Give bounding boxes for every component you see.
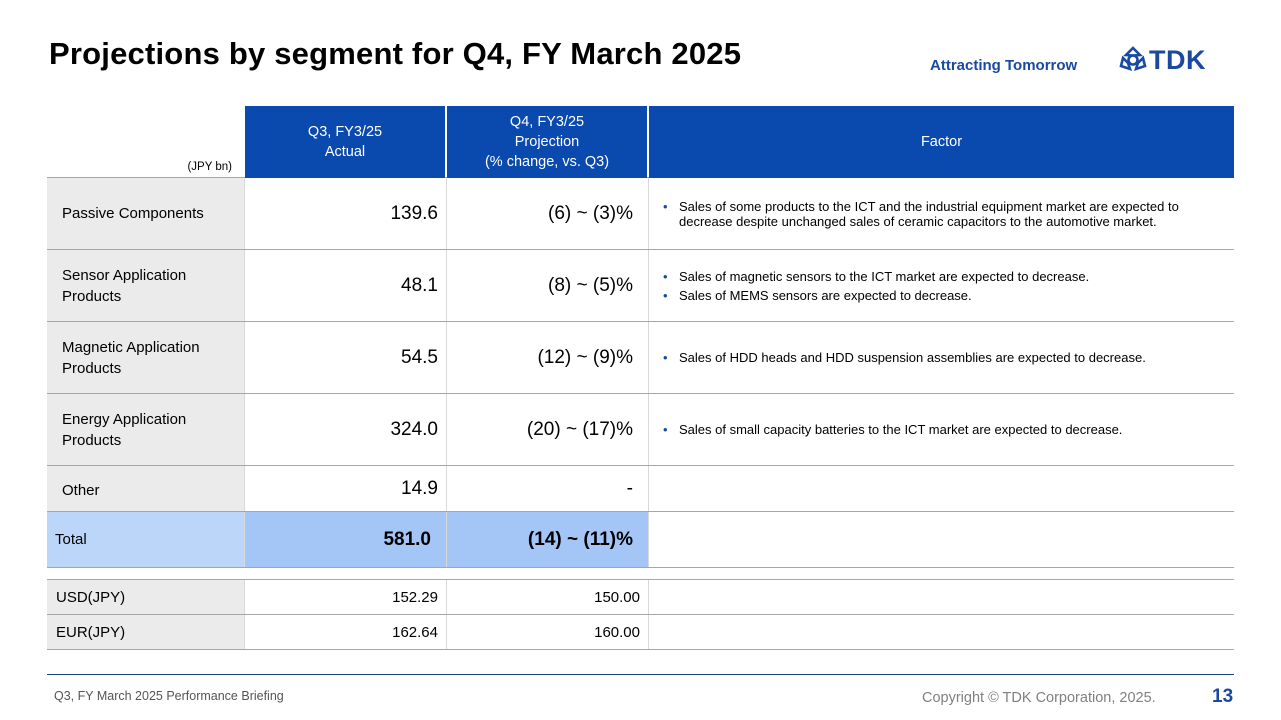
fx-projection-value: 160.00 [446, 615, 648, 649]
tagline: Attracting Tomorrow [930, 57, 1078, 74]
fx-projection-value: 150.00 [446, 580, 648, 614]
q3-actual-value: 139.6 [244, 178, 446, 249]
unit-label: (JPY bn) [187, 161, 232, 173]
fx-actual-value: 152.29 [244, 580, 446, 614]
divider [47, 579, 1234, 580]
factor-cell: Sales of magnetic sensors to the ICT mar… [648, 250, 1234, 321]
footer-copyright: Copyright © TDK Corporation, 2025. [922, 690, 1156, 706]
table-row: Other 14.9 - [47, 466, 1234, 512]
total-row: Total 581.0 (14) ~ (11)% [47, 512, 1234, 568]
total-actual-value: 581.0 [244, 512, 446, 567]
factor-cell: Sales of small capacity batteries to the… [648, 394, 1234, 465]
footer-briefing-title: Q3, FY March 2025 Performance Briefing [54, 689, 284, 703]
table-row: Magnetic Application Products 54.5 (12) ~… [47, 322, 1234, 394]
q4-projection-value: (12) ~ (9)% [446, 322, 648, 393]
tdk-logo: TDK [1119, 46, 1206, 74]
table-row: EUR(JPY) 162.64 160.00 [47, 615, 1234, 650]
page-number: 13 [1212, 686, 1234, 707]
factor-cell [648, 466, 1234, 511]
fx-blank-cell [648, 580, 1234, 614]
segment-name: Passive Components [47, 178, 244, 249]
q4-projection-value: (20) ~ (17)% [446, 394, 648, 465]
q3-actual-value: 54.5 [244, 322, 446, 393]
total-projection-value: (14) ~ (11)% [446, 512, 648, 567]
projection-table: (JPY bn) Q3, FY3/25 Actual Q4, FY3/25 Pr… [47, 106, 1234, 576]
table-header-row: (JPY bn) Q3, FY3/25 Actual Q4, FY3/25 Pr… [47, 106, 1234, 178]
factor-cell: Sales of some products to the ICT and th… [648, 178, 1234, 249]
tdk-logo-text: TDK [1149, 45, 1206, 75]
header-q4-line2: Projection [514, 134, 580, 150]
table-row: USD(JPY) 152.29 150.00 [47, 580, 1234, 615]
segment-name: Sensor Application Products [47, 250, 244, 321]
table-row: Passive Components 139.6 (6) ~ (3)% Sale… [47, 178, 1234, 250]
q4-projection-value: (8) ~ (5)% [446, 250, 648, 321]
q4-projection-value: - [446, 466, 648, 511]
q3-actual-value: 324.0 [244, 394, 446, 465]
total-label: Total [47, 512, 244, 567]
factor-bullet: Sales of some products to the ICT and th… [663, 199, 1222, 229]
fx-label: EUR(JPY) [47, 615, 244, 649]
fx-actual-value: 162.64 [244, 615, 446, 649]
factor-cell: Sales of HDD heads and HDD suspension as… [648, 322, 1234, 393]
fx-label: USD(JPY) [47, 580, 244, 614]
segment-name: Other [47, 466, 244, 511]
page-title: Projections by segment for Q4, FY March … [49, 36, 742, 71]
segment-name: Magnetic Application Products [47, 322, 244, 393]
header-q4-line3: (% change, vs. Q3) [484, 154, 610, 170]
tdk-triskelion-logo-icon [1119, 46, 1147, 72]
factor-bullet: Sales of small capacity batteries to the… [663, 422, 1222, 437]
factor-bullet: Sales of magnetic sensors to the ICT mar… [663, 269, 1222, 284]
header-q3-line1: Q3, FY3/25 [307, 124, 383, 140]
factor-cell [648, 512, 1234, 567]
segment-name: Energy Application Products [47, 394, 244, 465]
table-row: Energy Application Products 324.0 (20) ~ … [47, 394, 1234, 466]
q3-actual-value: 14.9 [244, 466, 446, 511]
header-q4-line1: Q4, FY3/25 [509, 114, 585, 130]
header-q3-actual: Q3, FY3/25 Actual [245, 106, 445, 178]
q4-projection-value: (6) ~ (3)% [446, 178, 648, 249]
fx-blank-cell [648, 615, 1234, 649]
factor-bullet: Sales of MEMS sensors are expected to de… [663, 288, 1222, 303]
header-q3-line2: Actual [324, 144, 366, 160]
fx-table: USD(JPY) 152.29 150.00 EUR(JPY) 162.64 1… [47, 580, 1234, 650]
q3-actual-value: 48.1 [244, 250, 446, 321]
table-row: Sensor Application Products 48.1 (8) ~ (5… [47, 250, 1234, 322]
header-q4-projection: Q4, FY3/25 Projection (% change, vs. Q3) [447, 106, 647, 178]
footer-divider [47, 674, 1234, 675]
header-factor: Factor [649, 106, 1234, 178]
factor-bullet: Sales of HDD heads and HDD suspension as… [663, 350, 1222, 365]
